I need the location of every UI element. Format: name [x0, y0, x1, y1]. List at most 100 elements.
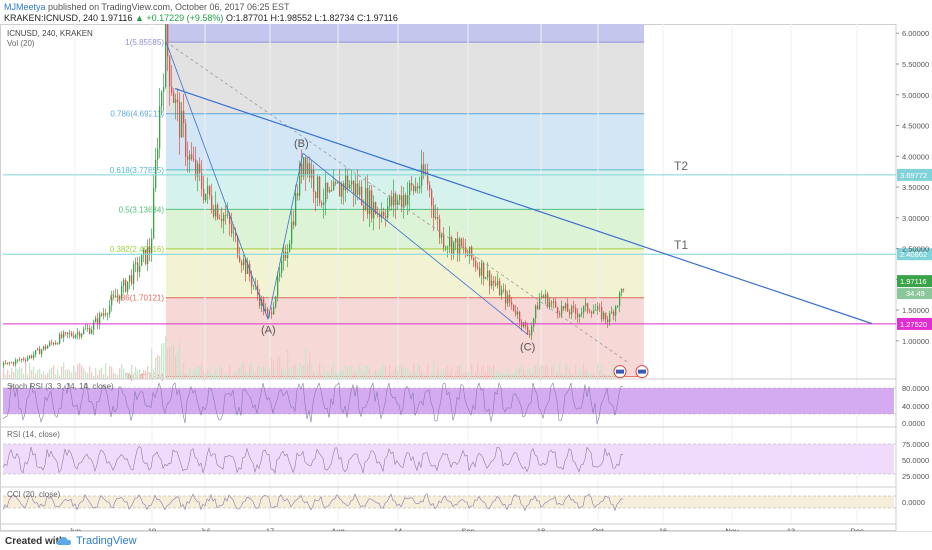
candle-body [29, 355, 31, 358]
volume-bar [441, 369, 443, 379]
candle-body [337, 182, 339, 184]
chart-area[interactable]: 1(5.85585) 0.786(4.69211) 0.618(3.77855) 0.… [0, 24, 932, 531]
volume-bar [341, 371, 343, 379]
candle-body [225, 214, 227, 216]
volume-bar [437, 368, 439, 379]
volume-bar [587, 371, 589, 379]
candle-body [435, 217, 437, 218]
target-price-tag [897, 248, 932, 261]
candle-body [273, 306, 275, 315]
candle-body [487, 270, 489, 278]
volume-bar [371, 375, 373, 379]
volume-bar [265, 367, 267, 379]
volume-bar [219, 365, 221, 379]
volume-bar [557, 372, 559, 379]
volume-bar [293, 364, 295, 379]
candle-body [159, 106, 161, 149]
candle-body [35, 350, 37, 355]
volume-bar [553, 362, 555, 379]
candle-body [605, 312, 607, 320]
volume-bar [529, 369, 531, 379]
volume-bar [181, 370, 183, 379]
volume-bar [115, 373, 117, 379]
candle-body [559, 313, 561, 315]
candle-body [325, 182, 327, 203]
volume-bar [567, 364, 569, 379]
candle-body [583, 306, 585, 313]
candle-body [563, 306, 565, 309]
volume-bar [241, 362, 243, 379]
candle-body [105, 313, 107, 315]
candle-body [345, 174, 347, 191]
candle-body [173, 92, 175, 103]
candle-body [355, 183, 357, 195]
author-name[interactable]: MJMeetya [4, 2, 46, 12]
candle-body [375, 202, 377, 214]
volume-bar [299, 362, 301, 379]
candle-body [549, 302, 551, 308]
volume-bar [103, 374, 105, 379]
candle-body [343, 183, 345, 191]
volume-bar [353, 372, 355, 379]
candle-body [51, 342, 53, 344]
fib-level-label: 0.382(2.49516) [110, 245, 165, 254]
volume-bar [61, 366, 63, 379]
volume-bar [515, 367, 517, 379]
volume-bar [365, 366, 367, 379]
candle-body [399, 195, 401, 201]
volume-bar [51, 367, 53, 379]
candle-body [595, 310, 597, 311]
candle-body [91, 329, 93, 334]
candle-body [281, 260, 283, 273]
volume-bar [283, 367, 285, 379]
candle-body [479, 267, 481, 276]
candle-body [299, 163, 301, 196]
up-arrow-icon: ▲ [134, 13, 144, 23]
volume-bar [569, 368, 571, 379]
stoch-rsi-tick-label: 0.0000 [902, 419, 925, 428]
volume-bar [329, 372, 331, 379]
candle-body [517, 311, 519, 315]
volume-bar [401, 364, 403, 379]
volume-bar [223, 374, 225, 379]
candle-body [97, 318, 99, 325]
volume-bar [49, 369, 51, 379]
candle-body [99, 313, 101, 325]
change-text: +0.17229 (+9.58%) [146, 13, 224, 23]
candle-body [353, 180, 355, 195]
volume-bar [551, 367, 553, 379]
volume-bar [485, 371, 487, 379]
volume-bar [405, 367, 407, 379]
volume-bar [527, 368, 529, 379]
candle-body [405, 195, 407, 205]
volume-bar [497, 369, 499, 379]
volume-bar [417, 362, 419, 379]
candle-body [461, 238, 463, 247]
volume-bar [303, 365, 305, 379]
volume-bar [23, 373, 25, 379]
candle-body [23, 358, 25, 360]
volume-bar [323, 366, 325, 379]
volume-bar [109, 366, 111, 379]
candle-body [601, 307, 603, 320]
wave-label-b: (B) [294, 138, 309, 150]
tradingview-brand[interactable]: TradingView [76, 535, 137, 547]
candle-body [77, 332, 79, 335]
volume-bar [327, 371, 329, 379]
fib-zone [166, 297, 644, 377]
candle-body [539, 297, 541, 310]
candle-body [293, 221, 295, 226]
volume-bar [15, 366, 17, 379]
candle-body [243, 258, 245, 266]
volume-bar [307, 363, 309, 379]
x-tick-label: 19 [148, 527, 156, 531]
candle-body [545, 294, 547, 298]
candle-body [271, 312, 273, 315]
candle-body [265, 309, 267, 312]
candle-body [303, 157, 305, 177]
candle-body [139, 265, 141, 272]
volume-bar [71, 372, 73, 379]
candle-body [297, 192, 299, 196]
candle-body [397, 200, 399, 206]
candle-body [565, 303, 567, 309]
